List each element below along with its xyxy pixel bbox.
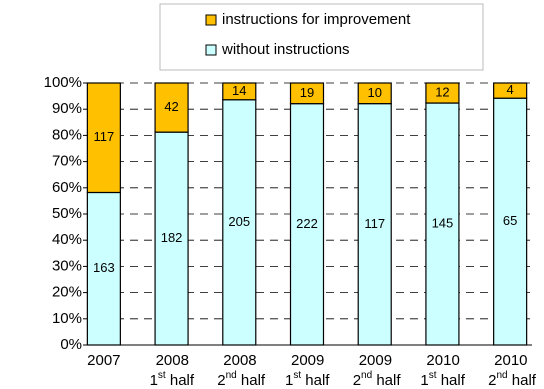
data-label: 65 <box>503 213 517 228</box>
x-tick-label: 2009 1st half <box>285 352 330 389</box>
data-label: 4 <box>507 82 514 97</box>
y-tick-label: 90% <box>52 100 82 117</box>
y-tick-label: 60% <box>52 179 82 196</box>
x-tick-label: 2008 2nd half <box>217 352 266 389</box>
legend-label: without instructions <box>221 41 350 58</box>
bar-segment <box>425 102 460 346</box>
data-label: 145 <box>432 215 454 230</box>
data-label: 117 <box>93 129 114 144</box>
y-tick-label: 70% <box>52 153 82 170</box>
x-tick-label: 2010 2nd half <box>488 352 537 389</box>
bar-segment <box>86 82 121 194</box>
bar-segment <box>289 103 325 346</box>
x-tick-label: 2007 <box>87 352 120 369</box>
bar-segment <box>222 82 257 101</box>
data-label: 14 <box>232 83 246 98</box>
data-label: 222 <box>296 216 318 231</box>
data-label: 182 <box>161 230 183 245</box>
data-label: 10 <box>367 85 381 100</box>
bar-segment <box>86 191 121 346</box>
x-tick-label: 2008 1st half <box>150 352 195 389</box>
y-tick-label: 50% <box>52 205 82 222</box>
x-tick-label: 2010 1st half <box>420 352 465 389</box>
y-tick-label: 100% <box>44 74 82 91</box>
y-tick-label: 40% <box>52 231 82 248</box>
legend-label: instructions for improvement <box>222 11 411 28</box>
bar-segment <box>357 82 392 105</box>
data-label: 12 <box>435 84 449 99</box>
y-tick-label: 80% <box>52 126 82 143</box>
legend-swatch <box>205 14 217 26</box>
bar-segment <box>357 103 392 346</box>
data-label: 205 <box>228 214 250 229</box>
data-label: 117 <box>364 216 385 231</box>
bar-segment <box>154 82 189 133</box>
y-tick-label: 10% <box>52 310 82 327</box>
y-tick-label: 0% <box>60 336 82 353</box>
bar-segment <box>289 82 325 105</box>
x-tick-label: 2009 2nd half <box>353 352 402 389</box>
bar-segment <box>425 82 460 104</box>
data-label: 19 <box>300 85 314 100</box>
data-label: 42 <box>164 99 178 114</box>
y-tick-label: 20% <box>52 284 82 301</box>
data-label: 163 <box>93 260 115 275</box>
bar-segment <box>493 82 528 99</box>
legend-swatch <box>205 44 217 56</box>
y-tick-label: 30% <box>52 257 82 274</box>
